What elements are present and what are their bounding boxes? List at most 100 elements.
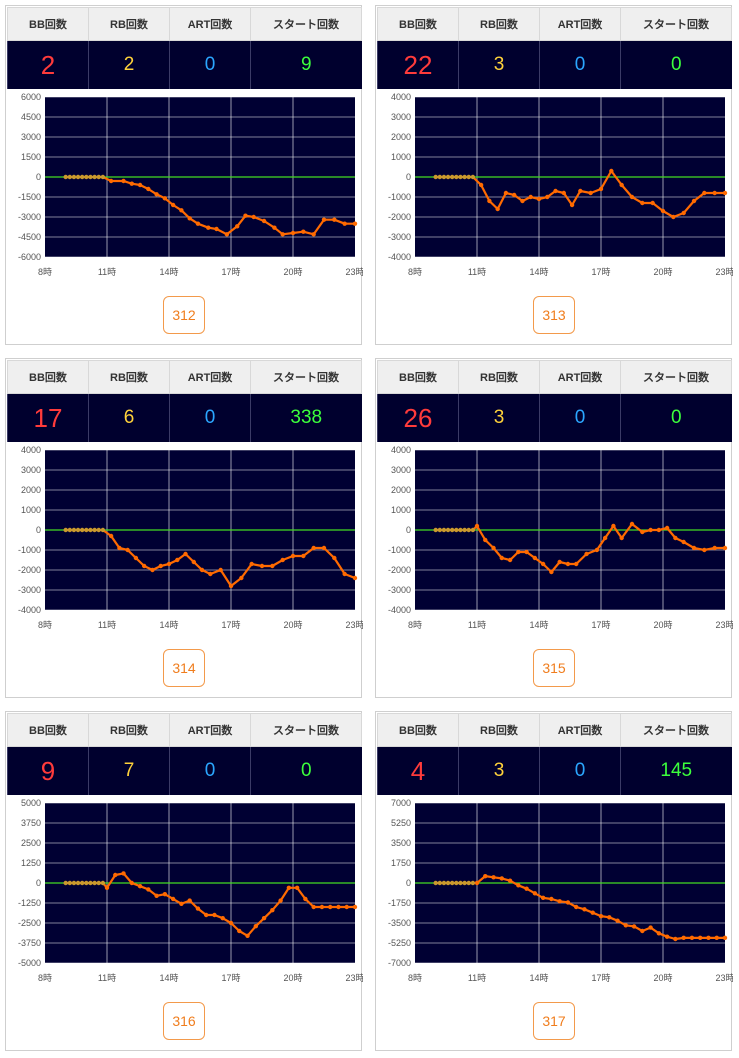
data-point <box>321 217 327 222</box>
data-point <box>100 880 106 886</box>
x-tick-label: 17時 <box>221 973 240 983</box>
y-tick-label: -6000 <box>18 252 41 262</box>
x-tick-label: 23時 <box>345 973 363 983</box>
y-tick-label: 4000 <box>391 92 411 102</box>
data-point <box>342 221 347 226</box>
data-point <box>259 563 265 569</box>
y-tick-label: 0 <box>406 172 411 182</box>
data-point <box>195 906 201 911</box>
y-tick-label: 3000 <box>21 132 41 142</box>
data-point <box>344 904 349 910</box>
data-point <box>598 913 604 919</box>
machine-number-button[interactable]: 316 <box>163 1002 205 1040</box>
art-header: ART回数 <box>539 360 621 394</box>
machine-number-button[interactable]: 315 <box>533 649 575 687</box>
data-point <box>557 559 562 565</box>
data-point <box>565 900 571 905</box>
data-point <box>352 221 358 226</box>
y-tick-label: -2000 <box>388 212 411 222</box>
y-tick-label: 5250 <box>391 818 411 828</box>
data-point <box>154 192 159 197</box>
data-point <box>332 555 337 561</box>
data-point <box>63 880 68 886</box>
y-tick-label: 0 <box>36 172 41 182</box>
data-point <box>158 563 163 569</box>
data-point <box>352 904 358 910</box>
rb-header: RB回数 <box>88 7 170 41</box>
machine-card: BB回数 RB回数 ART回数 スタート回数 17 6 0 338 4000 3000 2000 10… <box>5 358 363 698</box>
data-point <box>195 221 201 226</box>
stats-table: BB回数 RB回数 ART回数 スタート回数 26 3 0 0 <box>377 360 732 442</box>
data-point <box>433 174 438 180</box>
y-tick-label: 3750 <box>21 818 41 828</box>
data-point <box>450 174 455 180</box>
y-tick-label: 3000 <box>21 465 41 475</box>
data-point <box>237 928 242 934</box>
y-tick-label: -7000 <box>388 958 411 968</box>
y-tick-label: 1750 <box>391 858 411 868</box>
data-point <box>121 178 126 184</box>
data-point <box>664 934 670 939</box>
data-point <box>301 229 306 234</box>
start-count: 338 <box>250 393 362 442</box>
data-point <box>483 873 488 879</box>
y-tick-label: 6000 <box>21 92 41 102</box>
y-tick-label: 7000 <box>391 798 411 808</box>
data-point <box>458 174 463 180</box>
data-point <box>150 567 155 573</box>
data-point <box>96 174 101 180</box>
data-point <box>466 880 471 886</box>
data-point <box>253 924 258 929</box>
y-tick-label: 1000 <box>391 152 411 162</box>
stats-table: BB回数 RB回数 ART回数 スタート回数 17 6 0 338 <box>7 360 362 442</box>
x-tick-label: 20時 <box>283 267 302 277</box>
data-point <box>88 174 93 180</box>
art-count: 0 <box>539 393 621 442</box>
data-point <box>650 200 655 206</box>
bb-header: BB回数 <box>377 360 459 394</box>
data-point <box>235 224 240 229</box>
data-point <box>137 182 143 188</box>
machine-number-button[interactable]: 317 <box>533 1002 575 1040</box>
machine-number-button[interactable]: 312 <box>163 296 205 334</box>
data-point <box>437 527 442 533</box>
art-header: ART回数 <box>539 713 621 747</box>
data-point <box>569 202 575 208</box>
x-tick-label: 23時 <box>715 973 733 983</box>
data-point <box>629 521 635 527</box>
data-point <box>303 896 308 902</box>
bb-count: 26 <box>377 393 459 442</box>
data-point <box>270 908 275 913</box>
data-point <box>75 880 81 886</box>
data-point <box>722 935 728 941</box>
data-point <box>92 174 97 180</box>
machine-number-button[interactable]: 313 <box>533 296 575 334</box>
bb-count: 2 <box>7 40 89 89</box>
rb-header: RB回数 <box>88 360 170 394</box>
data-point <box>301 553 306 559</box>
data-point <box>495 206 500 212</box>
rb-count: 3 <box>458 393 540 442</box>
data-point <box>162 196 168 201</box>
slump-chart: 4000 3000 2000 1000 0 -1000 -2000 -3000 -4000 8時 1… <box>388 92 733 277</box>
data-point <box>166 561 172 567</box>
y-tick-label: 1000 <box>21 505 41 515</box>
data-point <box>100 527 106 533</box>
data-point <box>445 174 451 180</box>
y-tick-label: 0 <box>36 878 41 888</box>
data-point <box>80 174 85 180</box>
machine-number-button[interactable]: 314 <box>163 649 205 687</box>
bb-header: BB回数 <box>377 7 459 41</box>
start-count: 145 <box>620 746 732 795</box>
data-point <box>224 232 230 237</box>
data-point <box>133 555 139 561</box>
x-tick-label: 20時 <box>283 973 302 983</box>
data-point <box>63 527 68 533</box>
data-point <box>261 218 267 224</box>
rb-count: 3 <box>458 746 540 795</box>
y-tick-label: 1250 <box>21 858 41 868</box>
x-tick-label: 14時 <box>159 267 178 277</box>
data-point <box>108 178 114 184</box>
data-point <box>656 931 662 936</box>
data-point <box>137 884 143 889</box>
